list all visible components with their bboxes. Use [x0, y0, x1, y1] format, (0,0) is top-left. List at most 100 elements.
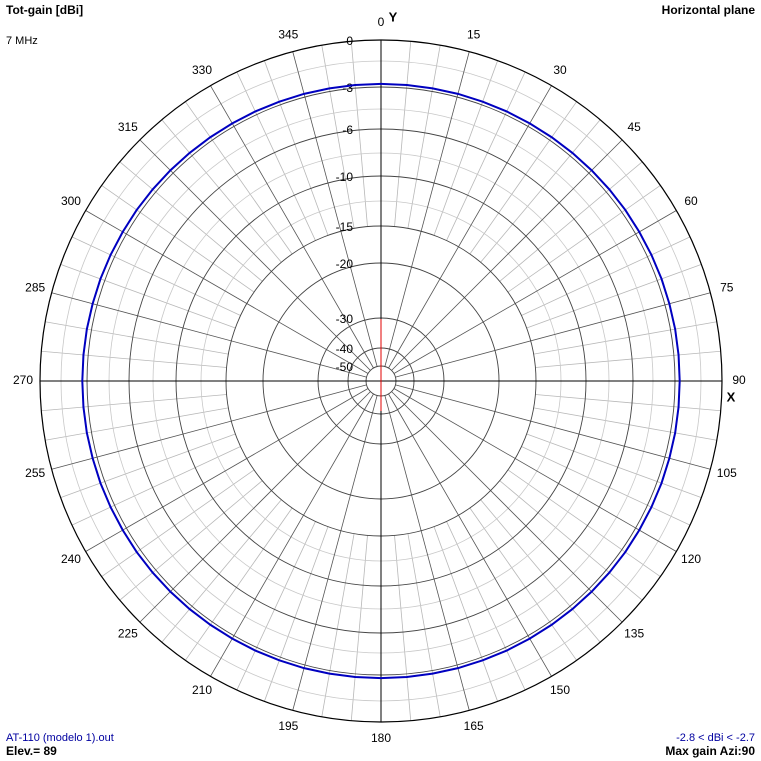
minor-radial: [45, 407, 229, 441]
angle-grid-line: [51, 292, 367, 378]
angle-grid-line: [395, 384, 711, 470]
minor-radial: [71, 236, 241, 316]
angle-tick-label: 330: [192, 63, 212, 77]
minor-radial: [407, 45, 441, 229]
chart-title: Tot-gain [dBi]: [6, 3, 83, 17]
ring-label: 0: [346, 34, 353, 48]
angle-tick-label: 195: [278, 719, 298, 733]
minor-radial: [394, 535, 412, 721]
minor-radial: [535, 394, 721, 412]
minor-radial: [533, 407, 717, 441]
gain-range: -2.8 < dBi < -2.7: [676, 732, 755, 744]
angle-grid-line: [391, 139, 623, 371]
angle-tick-label: 285: [25, 281, 45, 295]
minor-radial: [499, 480, 643, 601]
minor-radial: [350, 41, 368, 227]
minor-radial: [161, 119, 282, 263]
angle-tick-label: 240: [61, 552, 81, 566]
grid: [39, 39, 723, 723]
minor-radial: [407, 533, 441, 717]
angle-tick-label: 315: [118, 120, 138, 134]
angle-tick-label: 105: [717, 466, 737, 480]
minor-radial: [236, 521, 316, 691]
minor-radial: [433, 60, 499, 236]
angle-tick-label: 0: [378, 15, 385, 29]
angle-tick-label: 75: [720, 281, 734, 295]
ring-label: -10: [336, 170, 354, 184]
minor-radial: [60, 433, 236, 499]
angle-tick-label: 165: [464, 719, 484, 733]
file-name: AT-110 (modelo 1).out: [6, 732, 114, 744]
angle-tick-label: 15: [467, 27, 481, 41]
angle-grid-line: [393, 210, 677, 374]
minor-radial: [499, 161, 643, 282]
minor-radial: [433, 526, 499, 702]
minor-radial: [533, 321, 717, 355]
minor-radial: [469, 507, 577, 661]
minor-radial: [521, 446, 691, 526]
angle-grid-line: [51, 384, 367, 470]
minor-radial: [507, 469, 661, 577]
x-axis-label: X: [727, 389, 736, 404]
minor-radial: [45, 321, 229, 355]
minor-radial: [263, 526, 329, 702]
angle-grid-line: [210, 85, 374, 369]
ring-label: -40: [336, 342, 354, 356]
minor-radial: [526, 433, 702, 499]
minor-radial: [119, 480, 263, 601]
ring-label: -30: [336, 312, 354, 326]
angle-grid-line: [85, 210, 369, 374]
minor-radial: [507, 185, 661, 293]
angle-tick-label: 90: [732, 373, 746, 387]
angle-tick-label: 225: [118, 626, 138, 640]
angle-tick-label: 300: [61, 194, 81, 208]
minor-radial: [446, 71, 526, 241]
minor-radial: [446, 521, 526, 691]
minor-radial: [119, 161, 263, 282]
minor-radial: [480, 499, 601, 643]
minor-radial: [321, 533, 355, 717]
angle-grid-line: [292, 395, 378, 711]
angle-tick-label: 210: [192, 683, 212, 697]
angle-tick-label: 255: [25, 466, 45, 480]
angle-tick-label: 150: [550, 683, 570, 697]
angle-grid-line: [391, 391, 623, 623]
angle-tick-label: 345: [278, 27, 298, 41]
angle-grid-line: [85, 388, 369, 552]
angle-tick-label: 270: [13, 373, 33, 387]
angle-grid-line: [139, 391, 371, 623]
ring-label: -20: [336, 257, 354, 271]
minor-radial: [469, 101, 577, 255]
minor-radial: [321, 45, 355, 229]
minor-radial: [60, 263, 236, 329]
angle-grid-line: [210, 393, 374, 677]
minor-radial: [263, 60, 329, 236]
minor-radial: [101, 469, 255, 577]
gain-pattern: [81, 82, 681, 680]
minor-radial: [526, 263, 702, 329]
angle-grid-line: [384, 51, 470, 367]
minor-radial: [41, 394, 227, 412]
y-axis-label: Y: [389, 9, 398, 24]
minor-radial: [185, 101, 293, 255]
angle-grid-line: [393, 388, 677, 552]
minor-radial: [394, 41, 412, 227]
angle-grid-line: [395, 292, 711, 378]
angle-grid-line: [139, 139, 371, 371]
minor-radial: [480, 119, 601, 263]
angle-tick-label: 120: [681, 552, 701, 566]
angle-tick-label: 45: [627, 120, 641, 134]
minor-radial: [236, 71, 316, 241]
angle-tick-label: 30: [553, 63, 567, 77]
angle-tick-label: 135: [624, 626, 644, 640]
max-gain: Max gain Azi:90: [665, 744, 755, 758]
minor-radial: [101, 185, 255, 293]
plane-label: Horizontal plane: [662, 3, 756, 17]
minor-radial: [41, 350, 227, 368]
minor-radial: [350, 535, 368, 721]
ring-label: -50: [336, 360, 354, 374]
angle-tick-label: 60: [684, 194, 698, 208]
ring-label: -6: [342, 123, 353, 137]
